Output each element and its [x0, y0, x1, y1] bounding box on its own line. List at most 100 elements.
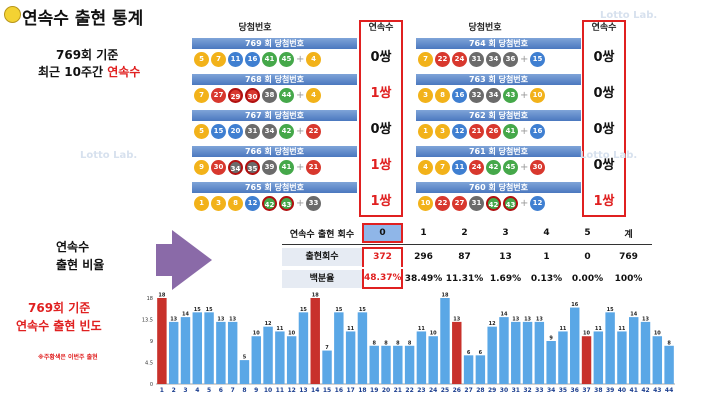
draw-label: 769 회 당첨번호 — [192, 38, 357, 49]
lotto-ball: 5 — [194, 124, 209, 139]
bar-42 — [640, 321, 651, 384]
bar-value-label: 13 — [453, 316, 460, 322]
bar-7 — [227, 321, 238, 384]
stats-header-label: 연속수 출현 회수 — [289, 229, 355, 240]
lotto-ball: 35 — [245, 160, 260, 175]
bar-27 — [463, 355, 474, 384]
lotto-ball: 31 — [245, 124, 260, 139]
lotto-ball: 39 — [262, 160, 277, 175]
x-tick-label: 3 — [183, 387, 187, 394]
x-tick-label: 33 — [535, 387, 543, 394]
draw-card: 764 회 당첨번호 7 22 24 31 34 36 +15 — [416, 38, 581, 68]
plus-icon: + — [296, 198, 305, 209]
lotto-ball: 12 — [245, 196, 260, 211]
x-tick-label: 21 — [394, 387, 402, 394]
x-tick-label: 34 — [547, 387, 555, 394]
bar-value-label: 15 — [194, 307, 201, 313]
lotto-ball: 45 — [503, 160, 518, 175]
x-tick-label: 35 — [559, 387, 567, 394]
lotto-ball: 11 — [228, 52, 243, 67]
bar-35 — [558, 331, 568, 384]
bar-1 — [157, 298, 167, 384]
bonus-ball: 16 — [530, 124, 545, 139]
arrow-icon-body — [156, 244, 174, 276]
stats-table: 연속수 출현 회수 0 1 2 3 4 5 계 출현회수 372 296 87 … — [282, 222, 652, 290]
draw-label: 763 회 당첨번호 — [416, 74, 581, 85]
ball-row: 5 15 20 31 34 42 +22 — [194, 123, 323, 140]
consecutive-count: 0쌍 — [593, 50, 615, 65]
bar-value-label: 11 — [595, 326, 602, 332]
lotto-ball: 36 — [503, 52, 518, 67]
x-tick-label: 32 — [523, 387, 531, 394]
bar-32 — [522, 321, 533, 384]
plus-icon: + — [520, 198, 529, 209]
bar-33 — [534, 321, 545, 384]
bar-value-label: 15 — [335, 307, 342, 313]
lotto-ball: 16 — [452, 88, 467, 103]
bonus-ball: 33 — [306, 196, 321, 211]
bar-12 — [286, 336, 297, 384]
lotto-ball: 34 — [486, 52, 501, 67]
x-tick-label: 19 — [370, 387, 378, 394]
stats-count-label: 출현회수 — [282, 248, 362, 266]
lotto-ball: 7 — [435, 160, 450, 175]
stats-count-2: 87 — [458, 252, 471, 262]
bar-value-label: 13 — [642, 316, 649, 322]
draw-label: 760 회 당첨번호 — [416, 182, 581, 193]
bar-value-label: 6 — [467, 350, 471, 356]
lotto-ball: 7 — [211, 52, 226, 67]
lotto-ball: 1 — [194, 196, 209, 211]
lotto-ball: 22 — [435, 196, 450, 211]
x-tick-label: 8 — [242, 387, 246, 394]
x-tick-label: 27 — [464, 387, 472, 394]
ball-row: 1 3 8 12 42 43 +33 — [194, 195, 323, 212]
note-label: ※주황색은 이번주 출현 — [38, 354, 98, 361]
draw-card: 767 회 당첨번호 5 15 20 31 34 42 +22 — [192, 110, 357, 140]
bar-value-label: 8 — [384, 340, 388, 346]
bar-value-label: 14 — [182, 312, 189, 318]
watermark: Lotto Lab. — [600, 10, 658, 21]
bar-value-label: 5 — [243, 355, 247, 361]
ratio-label-1: 연속수 — [56, 240, 90, 254]
plus-icon: + — [520, 126, 529, 137]
lotto-ball: 10 — [418, 196, 433, 211]
bar-value-label: 18 — [442, 293, 449, 299]
plus-icon: + — [296, 54, 305, 65]
x-tick-label: 10 — [264, 387, 272, 394]
lotto-ball: 5 — [194, 52, 209, 67]
lotto-ball: 45 — [279, 52, 294, 67]
bar-value-label: 11 — [347, 326, 354, 332]
lotto-ball: 22 — [435, 52, 450, 67]
lotto-ball: 3 — [435, 124, 450, 139]
bar-11 — [275, 331, 285, 384]
lotto-ball: 8 — [228, 196, 243, 211]
bar-26 — [452, 321, 462, 384]
stats-count-0: 372 — [362, 247, 403, 267]
bar-value-label: 8 — [396, 340, 400, 346]
plus-icon: + — [296, 90, 305, 101]
x-tick-label: 7 — [231, 387, 235, 394]
right-winning-header: 당첨번호 — [468, 23, 502, 33]
bar-2 — [168, 321, 179, 384]
stats-head-2: 2 — [461, 228, 468, 238]
x-tick-label: 41 — [630, 387, 638, 394]
consecutive-count: 0쌍 — [593, 158, 615, 173]
bar-value-label: 15 — [206, 307, 213, 313]
left-winning-header: 당첨번호 — [238, 23, 272, 33]
draw-card: 760 회 당첨번호 10 22 27 31 42 43 +12 — [416, 182, 581, 212]
y-tick-label: 4.5 — [145, 361, 153, 367]
x-tick-label: 42 — [641, 387, 649, 394]
left-consecutive-header: 연속수 — [368, 23, 394, 33]
frequency-bar-chart: 04.5913.51818113214315415513613758109121… — [142, 293, 675, 394]
bar-3 — [180, 317, 191, 384]
ball-row: 9 30 34 35 39 41 +21 — [194, 159, 323, 176]
stats-head-4: 4 — [543, 228, 550, 238]
bar-4 — [192, 312, 203, 384]
lotto-ball: 11 — [452, 160, 467, 175]
lotto-ball: 24 — [469, 160, 484, 175]
stats-head-5: 5 — [584, 228, 591, 238]
bar-value-label: 10 — [253, 331, 260, 337]
consecutive-count: 0쌍 — [593, 86, 615, 101]
bar-19 — [369, 345, 379, 384]
x-tick-label: 6 — [219, 387, 223, 394]
